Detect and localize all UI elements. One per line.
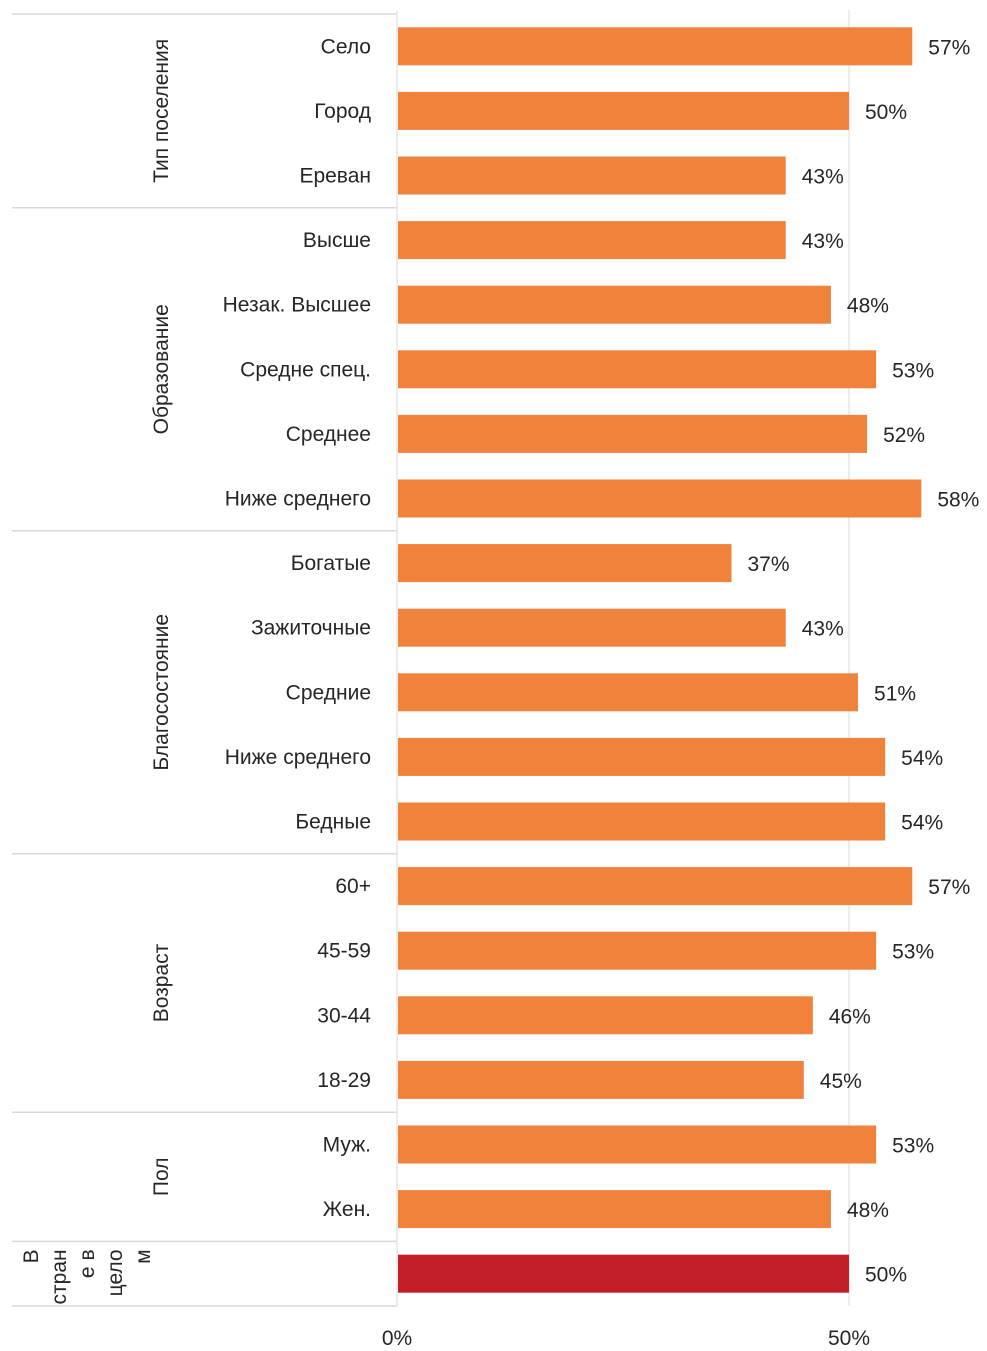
category-label: Среднее <box>286 423 371 446</box>
group-label: Пол <box>150 1158 173 1197</box>
category-label: Ниже среднего <box>225 746 371 769</box>
group-label: Возраст <box>150 943 173 1022</box>
data-label: 37% <box>747 553 789 576</box>
data-label: 50% <box>865 1264 907 1287</box>
x-tick-label: 0% <box>382 1327 412 1350</box>
bar <box>398 350 877 389</box>
category-label: Муж. <box>323 1134 371 1157</box>
bar <box>398 221 786 260</box>
group-label: В <box>20 1249 43 1263</box>
bar <box>398 544 732 583</box>
data-label: 54% <box>901 747 943 770</box>
group-label: цело <box>104 1249 127 1296</box>
category-label: Богатые <box>291 552 371 575</box>
bar <box>398 414 868 453</box>
category-label: Село <box>321 35 371 58</box>
category-label: Бедные <box>295 811 371 834</box>
bar <box>398 91 849 130</box>
data-label: 43% <box>802 230 844 253</box>
category-label: Жен. <box>323 1198 371 1221</box>
category-label: 60+ <box>335 875 371 898</box>
data-label: 57% <box>928 36 970 59</box>
group-label: Тип поселения <box>150 39 173 183</box>
bar <box>398 156 786 195</box>
bar <box>398 867 913 906</box>
bar <box>398 479 922 518</box>
group-label: Благосостояние <box>150 614 173 771</box>
bar <box>398 673 859 712</box>
bar <box>398 1125 877 1164</box>
data-label: 54% <box>901 812 943 835</box>
bar <box>398 1060 804 1099</box>
category-label: Зажиточные <box>251 617 371 640</box>
data-label: 57% <box>928 876 970 899</box>
category-label: Незак. Высшее <box>223 294 371 317</box>
data-label: 43% <box>802 166 844 189</box>
data-label: 48% <box>847 295 889 318</box>
bar <box>398 737 886 776</box>
data-label: 58% <box>937 489 979 512</box>
data-label: 53% <box>892 1135 934 1158</box>
data-label: 53% <box>892 941 934 964</box>
bar <box>398 1254 849 1293</box>
category-label: 45-59 <box>317 940 371 963</box>
data-label: 45% <box>820 1070 862 1093</box>
bar <box>398 802 886 841</box>
category-label: Средние <box>286 681 371 704</box>
group-label: Образование <box>150 304 173 434</box>
bar <box>398 285 831 324</box>
category-label: Ниже среднего <box>225 488 371 511</box>
x-tick-label: 50% <box>828 1327 870 1350</box>
data-label: 43% <box>802 618 844 641</box>
bar <box>398 931 877 970</box>
category-label: Ереван <box>299 165 371 188</box>
group-label: м <box>132 1249 155 1263</box>
data-label: 51% <box>874 682 916 705</box>
bar <box>398 608 786 647</box>
category-label: Высше <box>303 229 371 252</box>
data-label: 46% <box>829 1005 871 1028</box>
data-label: 52% <box>883 424 925 447</box>
category-label: 30-44 <box>317 1004 371 1027</box>
data-label: 53% <box>892 359 934 382</box>
group-label: е в <box>76 1249 99 1278</box>
category-label: Город <box>314 100 371 123</box>
data-label: 48% <box>847 1199 889 1222</box>
group-label: стран <box>48 1249 71 1304</box>
data-label: 50% <box>865 101 907 124</box>
category-label: Средне спец. <box>240 358 371 381</box>
bar <box>398 996 813 1035</box>
category-label: 18-29 <box>317 1069 371 1092</box>
bar <box>398 27 913 66</box>
bar <box>398 1190 831 1229</box>
